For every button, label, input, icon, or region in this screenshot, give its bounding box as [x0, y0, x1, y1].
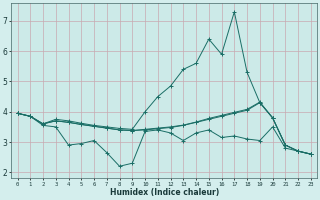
X-axis label: Humidex (Indice chaleur): Humidex (Indice chaleur)	[109, 188, 219, 197]
